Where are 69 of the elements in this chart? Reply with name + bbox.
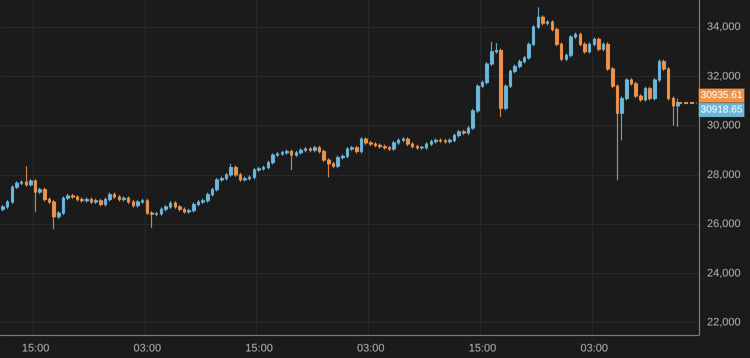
- candlestick: [672, 96, 675, 126]
- x-tick-label: 15:00: [468, 342, 496, 354]
- y-tick-label: 32,000: [707, 70, 741, 82]
- candlestick: [588, 42, 591, 54]
- candlestick: [402, 136, 405, 143]
- y-tick-label: 30,000: [707, 120, 741, 132]
- candlestick: [271, 152, 275, 166]
- candlestick: [597, 36, 601, 52]
- candlestick: [127, 196, 130, 204]
- y-tick-label: 26,000: [707, 218, 741, 230]
- candlestick: [299, 148, 303, 156]
- candlestick: [99, 198, 103, 207]
- candlestick: [94, 198, 98, 204]
- candlestick: [537, 6, 540, 30]
- x-tick-label: 15:00: [22, 342, 50, 354]
- candlestick: [164, 204, 168, 212]
- x-tick-label: 03:00: [134, 342, 162, 354]
- candlestick: [229, 163, 233, 178]
- y-tick-label: 22,000: [707, 316, 741, 329]
- candlestick: [448, 138, 452, 144]
- candlestick: [546, 20, 549, 26]
- candlestick: [113, 192, 116, 200]
- candlestick: [648, 86, 652, 101]
- candlestick: [25, 166, 28, 188]
- y-tick-label: 28,000: [707, 168, 741, 181]
- candlestick: [136, 200, 140, 208]
- candlestick: [71, 193, 75, 200]
- candlestick: [439, 138, 442, 144]
- candlestick: [360, 136, 363, 154]
- candlestick: [43, 187, 47, 202]
- candlestick: [1, 204, 5, 212]
- candlestick: [602, 42, 605, 52]
- candlestick: [85, 197, 89, 204]
- x-tick-label: 15:00: [245, 342, 273, 354]
- candlestick: [644, 86, 647, 102]
- ref-line-label: 30935.61: [700, 90, 743, 102]
- candlestick: [499, 48, 503, 118]
- candlestick: [309, 146, 312, 153]
- x-tick-label: 03:00: [580, 342, 608, 354]
- candlestick: [444, 138, 447, 144]
- candlestick: [132, 200, 135, 208]
- candlestick: [34, 178, 37, 212]
- candlestick: [569, 34, 573, 58]
- x-tick-label: 03:00: [357, 342, 385, 354]
- candlestick: [80, 197, 84, 204]
- y-tick-label: 24,000: [707, 267, 741, 280]
- candlestick: [122, 196, 126, 202]
- candlestick: [285, 149, 289, 156]
- candlestick: [392, 140, 396, 152]
- candlestick: [593, 36, 596, 47]
- candlestick: [434, 138, 438, 144]
- candlestick: [38, 187, 42, 195]
- candlestick: [420, 145, 424, 150]
- candlestick: [90, 197, 93, 204]
- candlestick: [29, 178, 33, 188]
- candlestick: [155, 211, 158, 217]
- candlestick: [52, 200, 56, 230]
- candlestick: [462, 129, 466, 136]
- candlestick: [355, 145, 359, 154]
- candlestick: [313, 145, 317, 153]
- candlestick: [290, 149, 293, 170]
- candlestick: [178, 204, 182, 212]
- candlestick: [541, 14, 545, 26]
- candlestick: [406, 136, 410, 147]
- y-tick-label: 34,000: [707, 21, 741, 34]
- candlestick: [416, 144, 419, 150]
- candlestick: [243, 176, 247, 182]
- candlestick: [118, 194, 121, 202]
- ref-line-label: 30918.65: [700, 104, 743, 116]
